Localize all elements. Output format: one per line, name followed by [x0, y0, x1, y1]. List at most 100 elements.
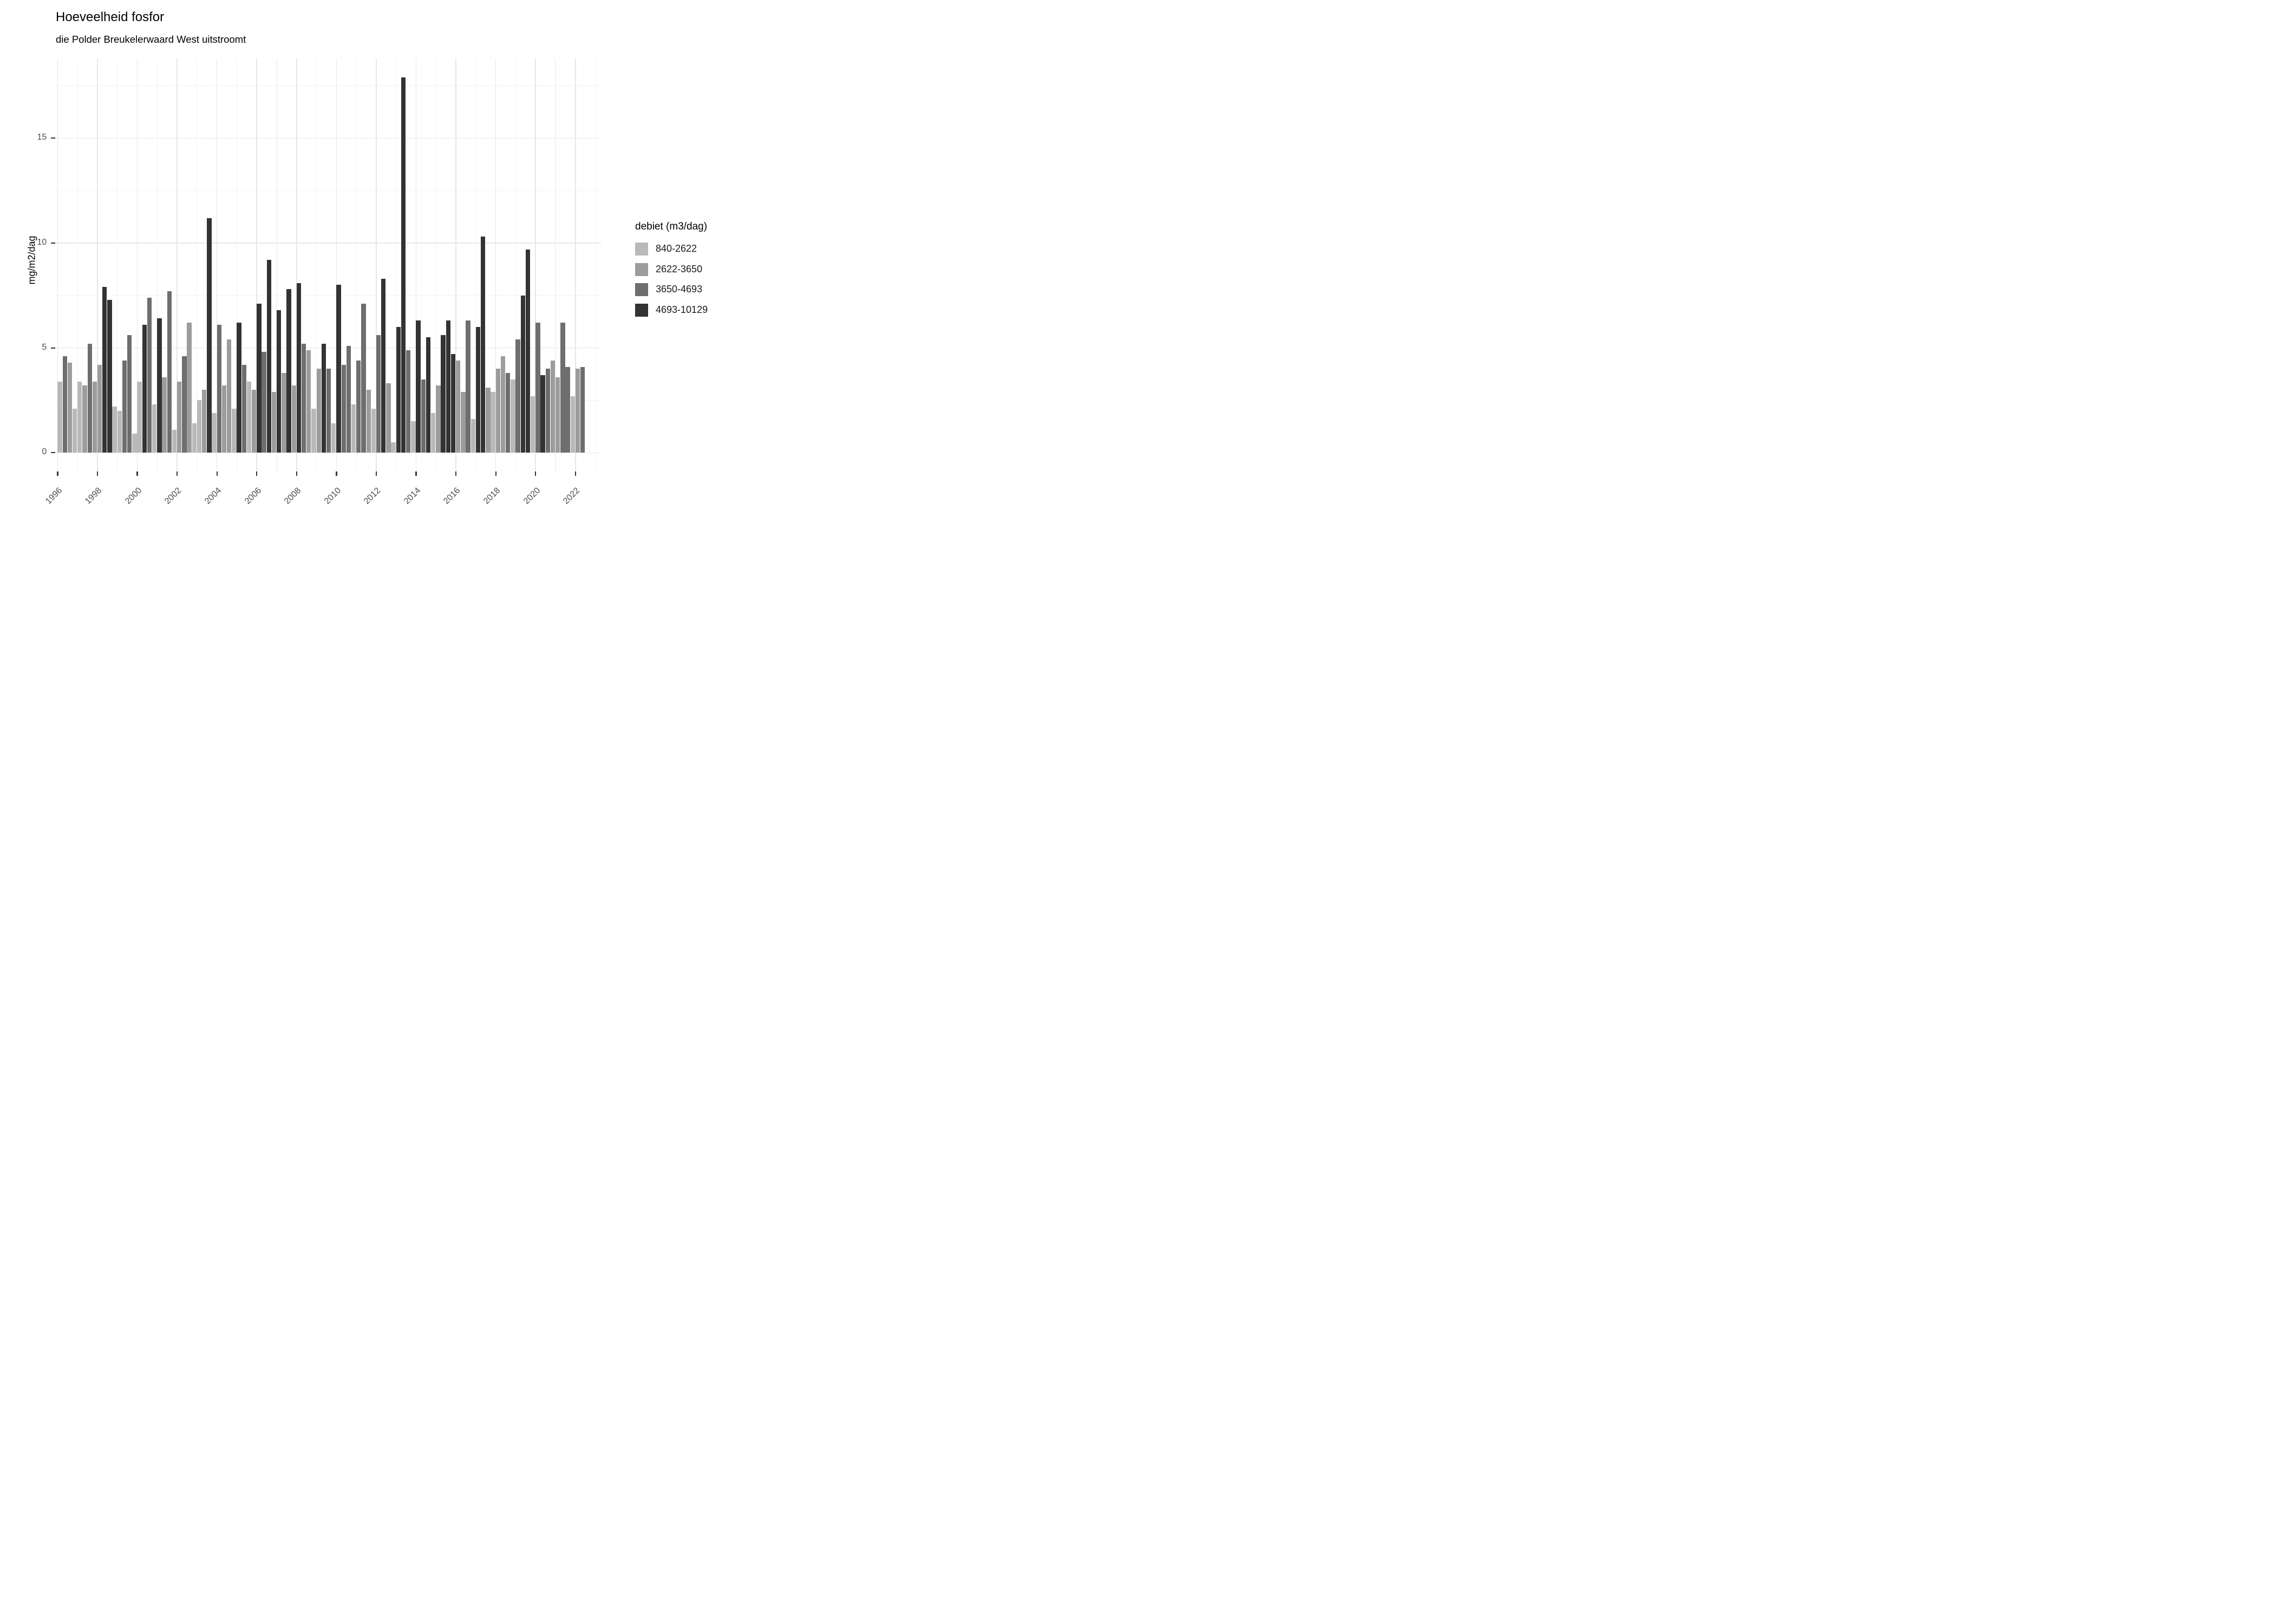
gridline-v-minor	[77, 58, 78, 472]
gridline-v-major	[415, 58, 417, 472]
bar-2007-q1	[276, 310, 282, 453]
bar-2019-q4	[530, 396, 535, 453]
x-tick-label: 2006	[243, 486, 263, 507]
bar-2012-q4	[391, 442, 396, 453]
legend-label: 3650-4693	[656, 284, 703, 295]
gridline-h-major	[55, 347, 601, 349]
bar-1997-q2	[82, 385, 87, 453]
bar-2010-q4	[351, 404, 356, 453]
bar-2001-q3	[167, 291, 172, 453]
legend-item: 2622-3650	[635, 263, 733, 276]
x-tick-label: 1996	[43, 486, 64, 507]
gridline-v-major	[574, 58, 576, 472]
bar-2007-q2	[282, 373, 286, 453]
bar-2017-q3	[486, 388, 491, 453]
x-tick-label: 2004	[203, 486, 224, 507]
x-tick-label: 2002	[163, 486, 184, 507]
y-tick-label: 15	[37, 133, 47, 142]
bar-1997-q1	[77, 381, 82, 453]
gridline-v-minor	[356, 58, 357, 472]
bar-2010-q1	[336, 285, 341, 453]
bar-2013-q4	[411, 421, 416, 453]
x-tick-label: 1998	[83, 486, 104, 507]
bar-2016-q1	[456, 360, 461, 453]
bar-2014-q2	[421, 379, 426, 453]
bar-2014-q1	[416, 320, 421, 453]
bar-2019-q3	[525, 249, 531, 453]
y-tick-mark	[51, 452, 56, 454]
bar-2009-q3	[326, 369, 331, 453]
bar-2003-q3	[207, 218, 212, 453]
bar-2020-q3	[545, 369, 550, 453]
bar-1996-q3	[67, 362, 73, 453]
bar-2004-q1	[217, 325, 221, 453]
legend-swatch	[635, 303, 648, 317]
bar-2001-q4	[172, 429, 177, 453]
legend-swatch	[635, 283, 648, 297]
bar-1999-q2	[122, 360, 127, 453]
legend-label: 4693-10129	[656, 304, 708, 315]
bar-2000-q4	[152, 404, 157, 453]
gridline-v-minor	[475, 58, 476, 472]
bar-2019-q2	[520, 295, 525, 453]
bar-2011-q1	[356, 360, 361, 453]
gridline-v-minor	[594, 58, 596, 472]
bar-2015-q1	[436, 385, 441, 453]
x-tick-label: 2020	[521, 486, 542, 507]
x-tick-label: 2010	[322, 486, 343, 507]
bar-2012-q2	[381, 278, 386, 453]
bar-2007-q4	[291, 385, 296, 453]
bar-2006-q2	[262, 352, 266, 453]
bar-2013-q3	[406, 350, 411, 453]
gridline-h-major	[55, 452, 601, 454]
bar-2003-q2	[202, 390, 207, 453]
bar-1996-q1	[57, 381, 62, 453]
bar-2016-q2	[461, 391, 466, 453]
bar-2009-q1	[316, 369, 321, 453]
bar-1998-q2	[102, 287, 107, 453]
y-tick-mark	[51, 347, 56, 349]
gridline-v-major	[256, 58, 257, 472]
bar-2020-q2	[540, 375, 545, 453]
bar-2011-q4	[371, 408, 376, 453]
x-tick-mark	[455, 472, 457, 476]
bar-2002-q4	[192, 423, 197, 453]
y-tick-label: 0	[42, 447, 47, 457]
bar-2015-q2	[441, 335, 446, 453]
x-tick-label: 2000	[123, 486, 144, 507]
bar-2019-q1	[515, 339, 520, 453]
bar-2012-q3	[386, 383, 391, 453]
gridline-v-minor	[316, 58, 317, 472]
gridline-v-major	[136, 58, 138, 472]
bar-2000-q3	[147, 297, 152, 453]
bar-2010-q3	[346, 345, 351, 453]
bar-2011-q3	[366, 390, 371, 453]
bar-2021-q4	[570, 396, 575, 453]
legend-item: 3650-4693	[635, 283, 733, 297]
gridline-v-minor	[555, 58, 556, 472]
bar-2018-q1	[495, 369, 500, 453]
bar-1996-q2	[62, 356, 67, 453]
bar-2000-q2	[142, 325, 147, 453]
bar-2017-q2	[481, 237, 486, 453]
bar-2016-q4	[471, 419, 475, 453]
bar-2005-q4	[251, 390, 257, 453]
bar-2004-q3	[227, 339, 232, 453]
bar-2020-q4	[550, 360, 556, 453]
bar-1998-q3	[107, 299, 112, 453]
bar-2008-q2	[301, 343, 306, 453]
bar-2021-q2	[560, 323, 565, 453]
bar-1997-q4	[92, 381, 97, 453]
x-tick-mark	[375, 472, 377, 476]
bar-2016-q3	[466, 320, 471, 453]
x-tick-mark	[136, 472, 138, 476]
x-tick-mark	[535, 472, 537, 476]
bar-2015-q4	[450, 354, 456, 453]
legend-swatch	[635, 243, 648, 256]
bar-2006-q4	[271, 391, 277, 453]
gridline-v-major	[495, 58, 496, 472]
chart-subtitle: die Polder Breukelerwaard West uitstroom…	[56, 34, 246, 45]
gridline-v-major	[296, 58, 297, 472]
bar-2000-q1	[137, 381, 142, 453]
bar-2005-q1	[237, 323, 241, 453]
